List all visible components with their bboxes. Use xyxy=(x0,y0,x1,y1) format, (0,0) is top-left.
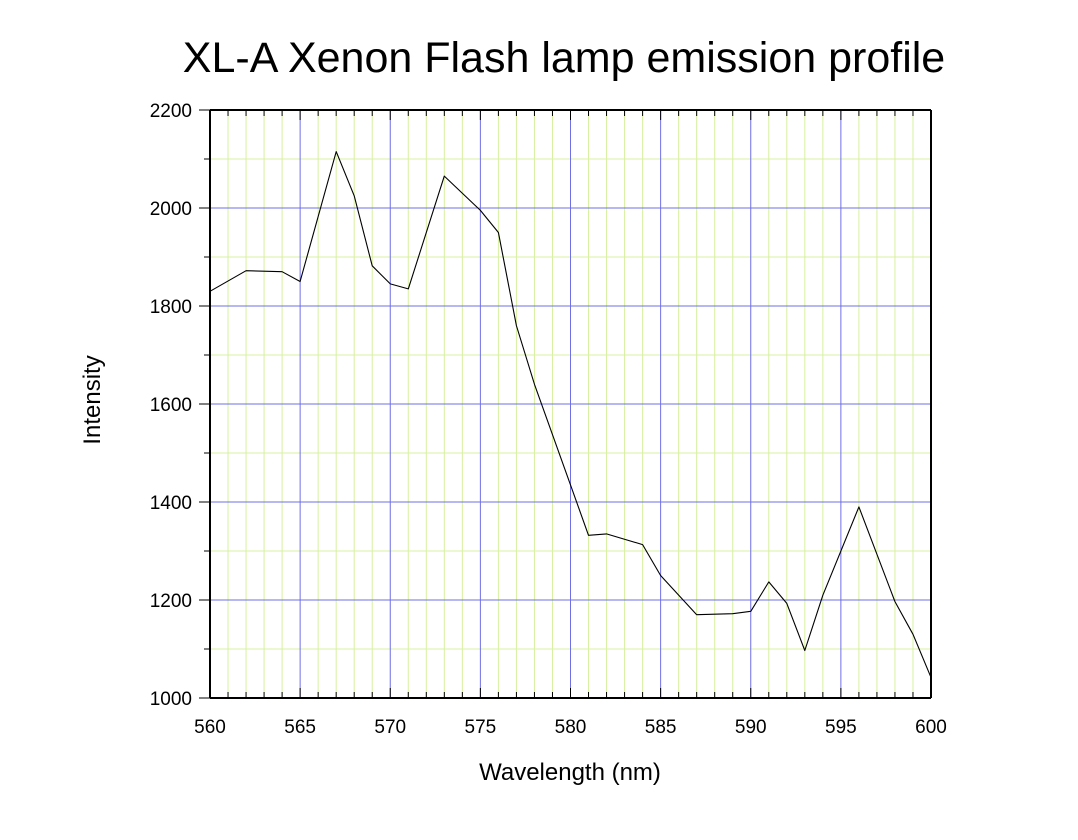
y-tick-label: 2200 xyxy=(150,101,192,122)
y-axis-ticks: 1000 1200 1400 1600 1800 2000 2200 xyxy=(150,101,210,710)
y-tick-label: 1000 xyxy=(150,689,192,710)
x-tick-label: 600 xyxy=(915,717,947,738)
y-axis-label: Intensity xyxy=(79,355,106,444)
x-tick-label: 560 xyxy=(194,717,226,738)
series-line xyxy=(209,151,932,678)
x-tick-label: 585 xyxy=(645,717,677,738)
chart-title: XL-A Xenon Flash lamp emission profile xyxy=(183,34,945,82)
y-tick-label: 2000 xyxy=(150,199,192,220)
x-tick-label: 590 xyxy=(735,717,767,738)
series-layer xyxy=(209,151,932,678)
x-axis-ticks: 560 565 570 575 580 585 590 595 600 xyxy=(194,110,947,738)
x-tick-label: 570 xyxy=(374,717,406,738)
x-tick-label: 580 xyxy=(555,717,587,738)
x-tick-label: 575 xyxy=(465,717,497,738)
y-tick-label: 1400 xyxy=(150,493,192,514)
x-tick-label: 595 xyxy=(825,717,857,738)
x-tick-label: 565 xyxy=(284,717,316,738)
major-grid xyxy=(210,110,931,698)
y-tick-label: 1600 xyxy=(150,395,192,416)
x-axis-label: Wavelength (nm) xyxy=(479,759,661,786)
y-tick-label: 1800 xyxy=(150,297,192,318)
y-tick-label: 1200 xyxy=(150,591,192,612)
